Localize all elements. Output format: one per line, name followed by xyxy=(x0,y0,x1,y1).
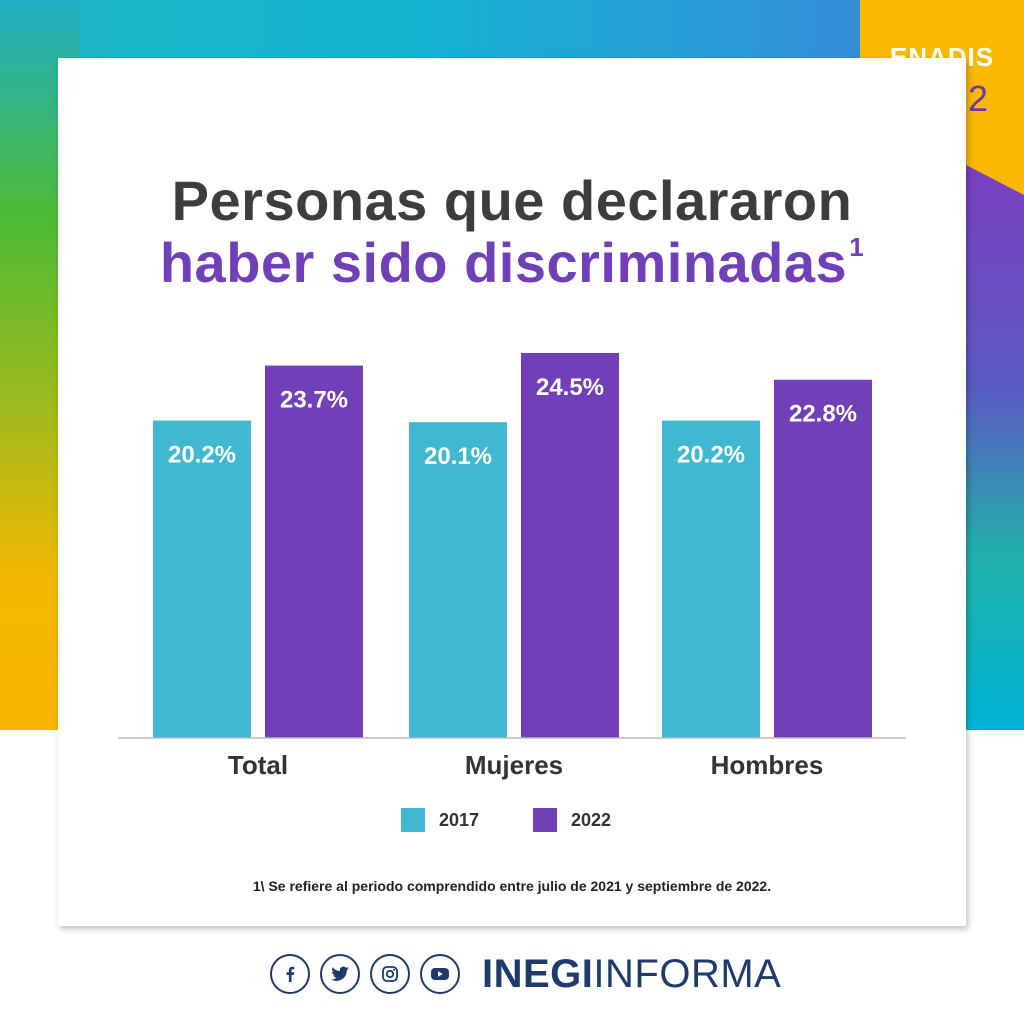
category-label-mujeres: Mujeres xyxy=(465,750,563,780)
facebook-icon[interactable] xyxy=(270,954,310,994)
background-top-band xyxy=(0,0,1024,60)
bar-hombres-2022 xyxy=(774,379,872,738)
bar-mujeres-2022 xyxy=(521,353,619,738)
title-footnote-mark: 1 xyxy=(849,232,865,262)
title-line-2: haber sido discriminadas1 xyxy=(58,230,966,295)
instagram-icon[interactable] xyxy=(370,954,410,994)
legend-swatch-2022 xyxy=(533,808,557,832)
twitter-icon[interactable] xyxy=(320,954,360,994)
bar-chart: 20.2% 23.7% Total 20.1% 24.5% Mujeres 20.2% 22.… xyxy=(118,353,906,780)
data-label-mujeres-2022: 24.5% xyxy=(536,374,604,401)
category-label-total: Total xyxy=(228,750,288,780)
legend-label-2017: 2017 xyxy=(439,810,480,830)
bar-mujeres-2017 xyxy=(409,422,507,738)
bar-total-2022 xyxy=(265,365,363,738)
inegi-informa-logo[interactable]: INEGIINFORMA xyxy=(482,952,781,997)
brand-bold: INEGI xyxy=(482,952,594,996)
data-label-mujeres-2017: 20.1% xyxy=(424,443,492,470)
title-line-2-text: haber sido discriminadas xyxy=(159,231,848,294)
data-label-hombres-2017: 20.2% xyxy=(677,442,745,469)
youtube-icon[interactable] xyxy=(420,954,460,994)
data-label-total-2017: 20.2% xyxy=(168,442,236,469)
brand-light: INFORMA xyxy=(593,952,782,996)
legend-swatch-2017 xyxy=(401,808,425,832)
chart-card: Personas que declararon haber sido discr… xyxy=(58,58,966,926)
bar-hombres-2017 xyxy=(662,420,760,738)
badge-corner xyxy=(966,165,1024,195)
category-label-hombres: Hombres xyxy=(711,750,824,780)
data-label-hombres-2022: 22.8% xyxy=(789,401,857,428)
legend-label-2022: 2022 xyxy=(571,810,612,830)
footer: INEGIINFORMA xyxy=(0,950,1024,1006)
title-line-1: Personas que declararon xyxy=(171,169,853,232)
footnote: 1\ Se refiere al periodo comprendido ent… xyxy=(252,878,772,894)
bar-total-2017 xyxy=(153,420,251,738)
data-label-total-2022: 23.7% xyxy=(280,387,348,414)
